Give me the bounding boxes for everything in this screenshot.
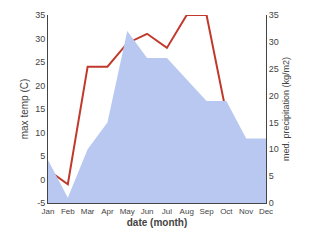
svg-text:med. precipitation (kg/m2): med. precipitation (kg/m2) [281,57,291,161]
svg-text:May: May [120,207,135,216]
svg-text:20: 20 [35,81,45,91]
svg-text:Jun: Jun [141,207,154,216]
svg-text:20: 20 [269,91,279,101]
svg-text:0: 0 [40,175,45,185]
svg-text:25: 25 [35,57,45,67]
svg-text:Jan: Jan [42,207,55,216]
svg-text:30: 30 [269,37,279,47]
svg-text:5: 5 [269,171,274,181]
svg-text:date (month): date (month) [127,217,188,228]
svg-text:Mar: Mar [81,207,95,216]
svg-text:-5: -5 [37,198,45,208]
svg-text:Aug: Aug [180,207,194,216]
svg-text:0: 0 [269,198,274,208]
svg-text:35: 35 [35,10,45,20]
svg-text:15: 15 [269,118,279,128]
svg-text:Feb: Feb [61,207,75,216]
svg-text:5: 5 [40,151,45,161]
svg-text:15: 15 [35,104,45,114]
svg-text:Apr: Apr [101,207,114,216]
svg-text:Jul: Jul [162,207,172,216]
svg-text:Sep: Sep [199,207,214,216]
svg-text:Dec: Dec [259,207,273,216]
svg-text:max temp (C): max temp (C) [19,79,30,140]
svg-text:10: 10 [35,128,45,138]
svg-text:Nov: Nov [239,207,253,216]
svg-text:35: 35 [269,10,279,20]
svg-text:10: 10 [269,144,279,154]
svg-text:30: 30 [35,34,45,44]
svg-text:25: 25 [269,64,279,74]
svg-text:Oct: Oct [220,207,233,216]
